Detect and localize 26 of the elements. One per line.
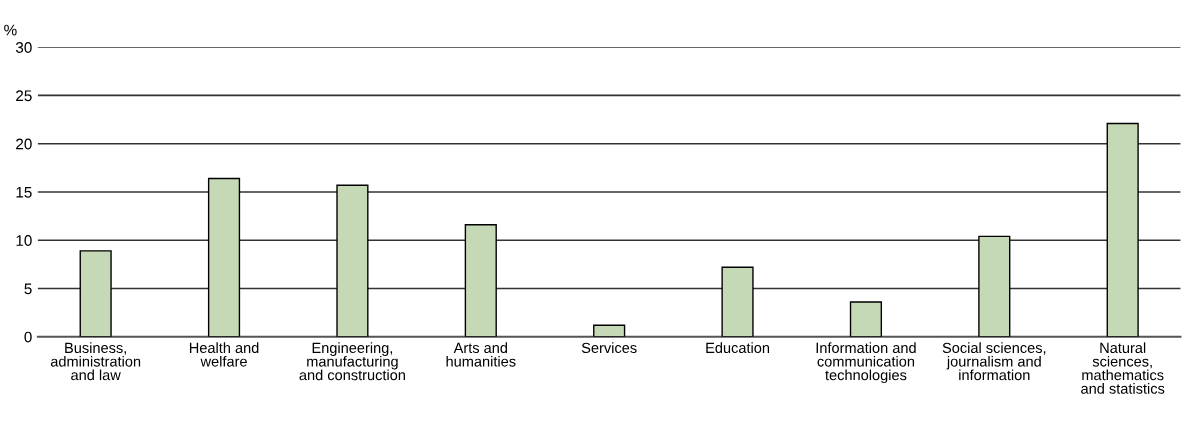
y-tick-label: 20 [16, 138, 32, 150]
y-tick-label: 5 [24, 283, 32, 295]
bar [849, 301, 883, 337]
y-tick-label: 10 [16, 235, 32, 246]
x-tick-label: Education [706, 342, 770, 354]
x-tick-label: Arts and humanities [446, 342, 516, 367]
bar [336, 184, 369, 337]
x-tick-label: Information and communication technologies [816, 342, 916, 384]
x-tick-label: Health and welfare [189, 342, 259, 367]
x-tick-label: Engineering, manufacturing and construction [299, 342, 405, 381]
bar [978, 235, 1011, 337]
x-tick-label: Social sciences, journalism and information [942, 342, 1046, 381]
y-tick-label: 15 [16, 187, 32, 198]
y-tick-label: 0 [24, 331, 32, 343]
x-tick-label: Services [581, 342, 637, 354]
y-tick-label: 25 [16, 90, 32, 102]
y-axis-title: % [4, 24, 17, 36]
bar [1106, 122, 1139, 337]
y-tick-label: 30 [15, 42, 32, 53]
x-tick-label: Natural sciences, mathematics and statistics [1081, 342, 1165, 394]
bar [79, 250, 112, 337]
bar [721, 266, 754, 337]
x-tick-label: Business, administration and law [50, 342, 141, 381]
bar [593, 324, 626, 337]
bar [207, 177, 241, 337]
bar [464, 224, 497, 337]
